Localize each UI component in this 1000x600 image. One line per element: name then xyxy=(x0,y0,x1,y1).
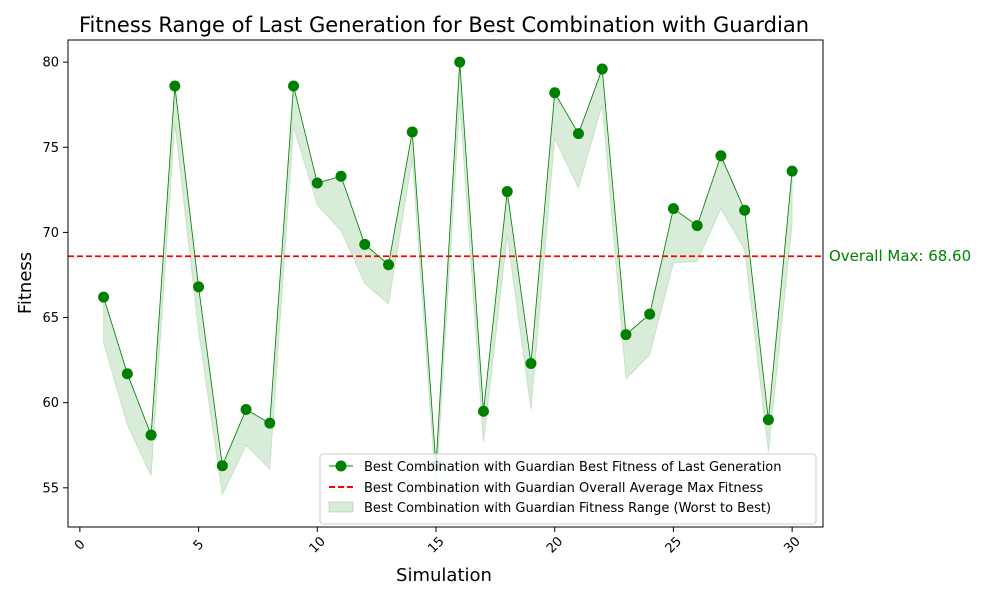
x-axis-label: Simulation xyxy=(396,565,492,586)
best-fitness-point xyxy=(477,405,489,417)
y-tick-label: 60 xyxy=(42,396,59,411)
best-fitness-point xyxy=(715,150,727,162)
best-fitness-point xyxy=(169,80,181,92)
best-fitness-point xyxy=(620,329,632,341)
best-fitness-point xyxy=(264,417,276,429)
best-fitness-point xyxy=(454,56,466,68)
legend-label-best: Best Combination with Guardian Best Fitn… xyxy=(364,460,782,475)
best-fitness-point xyxy=(193,281,205,293)
best-fitness-point xyxy=(762,414,774,426)
best-fitness-point xyxy=(596,63,608,75)
best-fitness-point xyxy=(739,204,751,216)
legend-marker-swatch xyxy=(335,460,347,472)
y-axis: 55 60 65 70 75 80 xyxy=(42,56,68,496)
legend-box xyxy=(319,453,817,525)
plot-area xyxy=(68,56,823,497)
x-tick-label: 5 xyxy=(191,537,207,553)
best-fitness-point xyxy=(359,238,371,250)
legend: Best Combination with Guardian Best Fitn… xyxy=(319,453,817,525)
best-fitness-point xyxy=(572,128,584,140)
best-fitness-point xyxy=(501,186,513,198)
x-tick-label: 15 xyxy=(425,534,447,556)
best-fitness-point xyxy=(145,429,157,441)
y-axis-label: Fitness xyxy=(15,252,36,314)
y-tick-label: 80 xyxy=(42,56,59,71)
best-fitness-point xyxy=(549,87,561,99)
x-tick-label: 0 xyxy=(72,537,88,553)
overall-max-annotation: Overall Max: 68.60 xyxy=(829,247,971,265)
y-tick-label: 55 xyxy=(42,481,59,496)
x-tick-label: 10 xyxy=(306,534,328,556)
best-fitness-point xyxy=(311,177,323,189)
legend-label-range: Best Combination with Guardian Fitness R… xyxy=(364,501,771,516)
best-fitness-point xyxy=(121,368,133,380)
best-fitness-point xyxy=(240,404,252,416)
best-fitness-point xyxy=(383,259,395,271)
best-fitness-point xyxy=(335,170,347,182)
best-fitness-point xyxy=(98,291,110,303)
best-fitness-point xyxy=(216,460,228,472)
y-tick-label: 65 xyxy=(42,311,59,326)
best-fitness-point xyxy=(288,80,300,92)
best-fitness-line xyxy=(103,62,793,468)
y-tick-label: 75 xyxy=(42,141,59,156)
chart-title: Fitness Range of Last Generation for Bes… xyxy=(79,13,809,37)
x-tick-label: 20 xyxy=(544,534,566,556)
best-fitness-point xyxy=(691,220,703,232)
best-fitness-point xyxy=(406,126,418,138)
best-fitness-point xyxy=(644,308,656,320)
y-tick-label: 70 xyxy=(42,226,59,241)
legend-label-average: Best Combination with Guardian Overall A… xyxy=(364,481,763,496)
plot-frame xyxy=(67,39,824,528)
x-tick-label: 25 xyxy=(663,534,685,556)
best-fitness-point xyxy=(667,203,679,215)
x-axis: 0 5 10 15 20 25 30 xyxy=(72,527,804,557)
legend-band-swatch xyxy=(328,501,354,513)
best-fitness-point xyxy=(525,358,537,370)
fitness-range-band xyxy=(103,62,793,497)
best-fitness-point xyxy=(786,165,798,177)
x-tick-label: 30 xyxy=(781,534,803,556)
